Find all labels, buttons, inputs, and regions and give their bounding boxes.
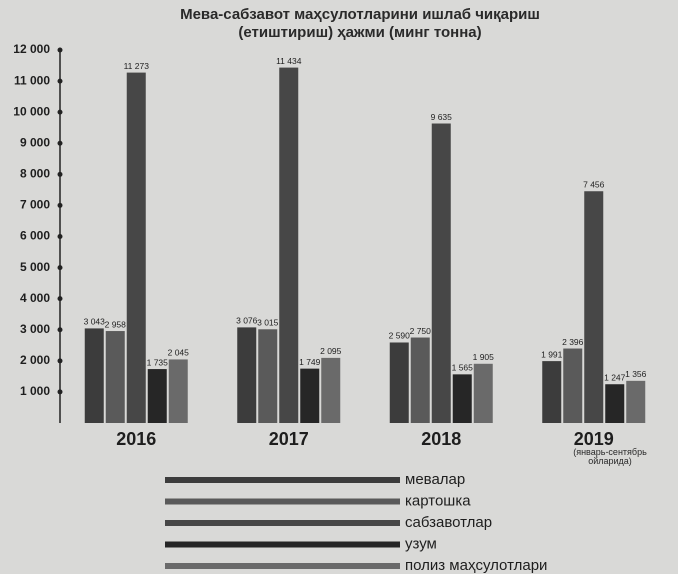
legend-label: мевалар: [405, 471, 465, 488]
y-tick-label: 6 000: [20, 229, 50, 243]
value-label: 3 043: [84, 317, 106, 327]
value-label: 7 456: [583, 179, 605, 189]
y-tick-mark: [57, 265, 63, 271]
value-label: 1 905: [473, 352, 495, 362]
y-tick-label: 12 000: [13, 42, 50, 56]
y-tick-mark: [57, 296, 63, 302]
legend-label: узум: [405, 535, 437, 552]
y-tick-mark: [57, 327, 63, 333]
y-tick-label: 2 000: [20, 353, 50, 367]
y-tick-label: 9 000: [20, 135, 50, 149]
bar: [605, 384, 625, 423]
value-label: 1 749: [299, 357, 321, 367]
bar: [431, 123, 451, 423]
y-tick-mark: [57, 171, 63, 177]
bar: [542, 361, 562, 423]
bar: [168, 359, 188, 423]
bar: [126, 72, 146, 423]
y-tick-label: 1 000: [20, 384, 50, 398]
annotation: (январь-сентябрь ойларида): [573, 447, 647, 466]
value-label: 3 076: [236, 316, 258, 326]
bar: [300, 368, 320, 423]
bar: [626, 380, 646, 423]
chart-title: Мева-сабзавот маҳсулотларини ишлаб чиқар…: [180, 6, 540, 41]
y-tick-mark: [57, 202, 63, 208]
y-tick-label: 5 000: [20, 260, 50, 274]
bar: [84, 328, 104, 423]
legend-label: полиз маҳсулотлари: [405, 557, 547, 574]
x-tick-label: 2019: [574, 429, 614, 449]
value-label: 3 015: [257, 318, 279, 328]
y-tick-label: 10 000: [13, 104, 50, 118]
bar: [258, 329, 278, 423]
bar: [584, 191, 604, 423]
bar: [279, 67, 299, 423]
bar: [389, 342, 409, 423]
value-label: 11 434: [276, 56, 302, 66]
value-label: 2 958: [105, 319, 127, 329]
x-tick-label: 2016: [116, 429, 156, 449]
y-tick-mark: [57, 389, 63, 395]
y-tick-mark: [57, 234, 63, 239]
y-tick-label: 3 000: [20, 322, 50, 336]
bar: [563, 348, 583, 423]
value-label: 1 735: [147, 357, 169, 367]
y-tick-mark: [57, 109, 63, 115]
value-label: 2 095: [320, 346, 342, 356]
value-label: 1 247: [604, 372, 626, 382]
bar: [105, 331, 125, 423]
bar: [473, 363, 493, 423]
value-label: 1 565: [452, 363, 474, 373]
x-tick-label: 2017: [269, 429, 309, 449]
y-tick-label: 7 000: [20, 198, 50, 212]
bar: [410, 337, 430, 423]
legend-label: сабзавотлар: [405, 514, 492, 531]
y-tick-mark: [57, 358, 63, 364]
value-label: 1 991: [541, 349, 563, 359]
value-label: 2 750: [410, 326, 432, 336]
y-tick-mark: [57, 78, 63, 84]
bar: [147, 369, 167, 423]
bar: [237, 327, 257, 423]
bar: [321, 357, 341, 423]
y-tick-label: 8 000: [20, 167, 50, 181]
value-label: 1 356: [625, 369, 647, 379]
value-label: 2 045: [168, 348, 190, 358]
value-label: 2 590: [389, 331, 411, 341]
y-tick-label: 4 000: [20, 291, 50, 305]
y-tick-mark: [57, 47, 63, 53]
legend-label: картошка: [405, 492, 471, 509]
bar: [452, 374, 472, 423]
value-label: 2 396: [562, 337, 584, 347]
y-tick-label: 11 000: [14, 73, 50, 87]
y-tick-mark: [57, 140, 63, 146]
value-label: 9 635: [431, 112, 453, 122]
value-label: 11 273: [124, 61, 150, 71]
x-tick-label: 2018: [421, 429, 461, 449]
